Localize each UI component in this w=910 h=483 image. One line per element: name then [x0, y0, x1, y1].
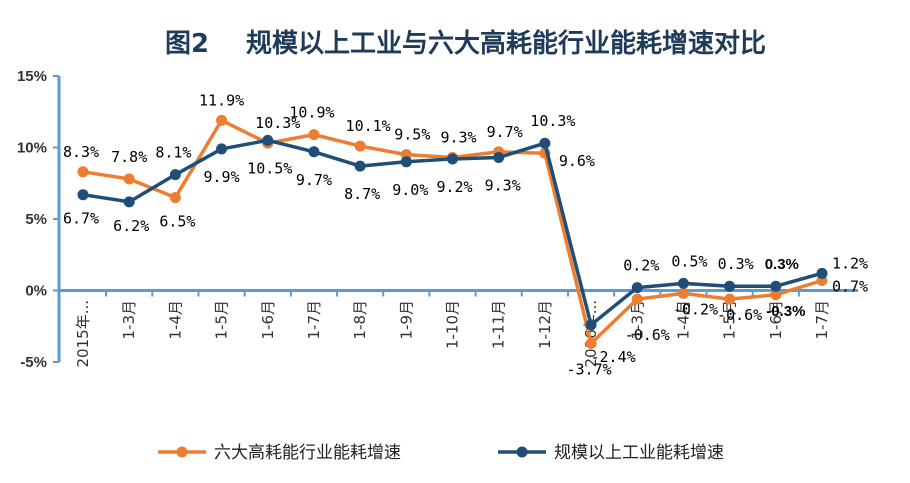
- data-label-navy: 9.3%: [485, 177, 521, 195]
- data-label-navy: 0.2%: [623, 257, 659, 275]
- x-tick-label: 1-11月: [490, 300, 508, 349]
- data-label-navy: 0.5%: [671, 252, 707, 270]
- data-label-orange: -0.2%: [673, 300, 718, 318]
- data-label-navy: 6.7%: [63, 210, 99, 228]
- data-point-navy[interactable]: [631, 282, 643, 294]
- figure-label: 图2: [165, 29, 209, 59]
- chart-title: 规模以上工业与六大高耗能行业能耗增速对比: [246, 28, 766, 59]
- data-point-orange[interactable]: [631, 293, 643, 305]
- data-label-orange: 10.9%: [289, 104, 334, 122]
- data-point-orange[interactable]: [216, 114, 228, 126]
- x-tick-label: 1-4月: [166, 300, 184, 340]
- axes: -5% 0% 5% 10% 15% 2015年... 1-3月 1-4月 1-5月 1-6月 1-7…: [17, 68, 858, 371]
- data-label-orange: 7.8%: [111, 148, 147, 166]
- data-point-navy[interactable]: [354, 160, 366, 172]
- data-point-orange[interactable]: [354, 140, 366, 152]
- y-tick-label: 10%: [17, 140, 47, 157]
- data-label-navy: 6.2%: [113, 217, 149, 235]
- legend-item-orange[interactable]: 六大高耗能行业能耗增速: [158, 443, 401, 463]
- data-label-navy: -2.4%: [590, 348, 635, 366]
- data-label-navy: 8.7%: [344, 185, 380, 203]
- data-point-orange[interactable]: [724, 293, 736, 305]
- legend-marker-orange: [176, 446, 188, 458]
- data-point-navy[interactable]: [262, 134, 274, 146]
- data-point-orange[interactable]: [585, 337, 597, 349]
- data-point-navy[interactable]: [123, 196, 135, 208]
- data-point-orange[interactable]: [77, 166, 89, 178]
- legend-marker-navy: [516, 446, 528, 458]
- data-label-orange: -3.7%: [566, 360, 611, 378]
- data-point-navy[interactable]: [677, 277, 689, 289]
- data-label-navy: 9.7%: [296, 171, 332, 189]
- x-tick-label: 1-9月: [397, 300, 415, 340]
- data-label-navy: 1.2%: [832, 254, 868, 272]
- data-point-orange[interactable]: [308, 129, 320, 141]
- data-point-navy[interactable]: [539, 137, 551, 149]
- data-point-navy[interactable]: [400, 156, 412, 168]
- data-label-navy: 10.3%: [530, 112, 575, 130]
- x-tick-label: 1-5月: [721, 300, 739, 340]
- x-tick-label: 1-10月: [444, 300, 462, 349]
- y-tick-label: 5%: [25, 211, 47, 228]
- data-point-orange[interactable]: [677, 287, 689, 299]
- x-tick-label: 2015年...: [74, 300, 92, 367]
- data-label-orange: 10.1%: [346, 117, 391, 135]
- y-tick-label: 0%: [25, 283, 47, 300]
- series-layer: [77, 114, 828, 349]
- data-point-navy[interactable]: [447, 153, 458, 165]
- x-tick-label: 2016年...: [582, 300, 600, 367]
- x-tick-label: 1-7月: [305, 300, 323, 340]
- data-point-orange[interactable]: [169, 192, 181, 204]
- y-tick-label: 15%: [17, 68, 47, 85]
- data-label-orange: 9.3%: [440, 129, 476, 147]
- data-point-navy[interactable]: [585, 319, 597, 331]
- data-point-navy[interactable]: [493, 152, 505, 164]
- data-label-navy: 8.1%: [155, 144, 191, 162]
- data-label-navy: 10.5%: [247, 159, 292, 177]
- data-label-orange: 8.3%: [63, 143, 99, 161]
- data-label-orange: -0.6%: [625, 326, 670, 344]
- x-tick-label: 1-6月: [259, 300, 277, 340]
- data-point-navy[interactable]: [724, 280, 736, 292]
- data-label-orange: 6.5%: [159, 213, 195, 231]
- data-point-navy[interactable]: [770, 280, 782, 292]
- x-tick-label: 1-8月: [351, 300, 369, 340]
- data-label-orange: 0.7%: [832, 277, 868, 295]
- data-point-navy[interactable]: [77, 189, 89, 201]
- data-point-orange[interactable]: [123, 173, 135, 185]
- data-point-navy[interactable]: [816, 267, 828, 279]
- data-point-navy[interactable]: [308, 146, 320, 158]
- data-label-navy: 9.0%: [392, 181, 428, 199]
- data-label-orange: -0.3%: [766, 303, 805, 320]
- data-label-navy: 9.2%: [436, 178, 472, 196]
- x-tick-label: 1-3月: [628, 300, 646, 340]
- data-label-orange: 10.3%: [255, 114, 300, 132]
- legend-label-navy: 规模以上工业能耗增速: [554, 443, 724, 463]
- data-point-navy[interactable]: [216, 143, 228, 155]
- x-tick-label: 1-3月: [120, 300, 138, 340]
- y-tick-label: -5%: [20, 354, 47, 371]
- data-label-navy: 0.3%: [765, 256, 799, 273]
- data-point-navy[interactable]: [169, 169, 181, 181]
- x-tick-label: 1-7月: [813, 300, 831, 340]
- data-label-layer: 8.3% 7.8%6.5%11.9%10.3%10.9%10.1% 9.5% 9.3%…: [63, 91, 868, 378]
- data-point-orange[interactable]: [770, 289, 782, 301]
- data-label-orange: 11.9%: [199, 91, 244, 109]
- data-label-orange: 9.7%: [487, 123, 523, 141]
- legend-label-orange: 六大高耗能行业能耗增速: [214, 443, 401, 463]
- data-label-orange: -0.6%: [717, 306, 762, 324]
- x-tick-label: 1-4月: [674, 300, 692, 340]
- legend-item-navy[interactable]: 规模以上工业能耗增速: [498, 443, 724, 463]
- data-label-navy: 9.9%: [204, 168, 240, 186]
- data-label-orange: 9.6%: [559, 152, 595, 170]
- legend: 六大高耗能行业能耗增速 规模以上工业能耗增速: [158, 443, 724, 463]
- data-label-orange: 9.5%: [394, 126, 430, 144]
- data-label-navy: 0.3%: [718, 255, 754, 273]
- x-tick-label: 1-5月: [213, 300, 231, 340]
- x-tick-label: 1-12月: [536, 300, 554, 349]
- x-tick-label: 1-6月: [767, 300, 785, 340]
